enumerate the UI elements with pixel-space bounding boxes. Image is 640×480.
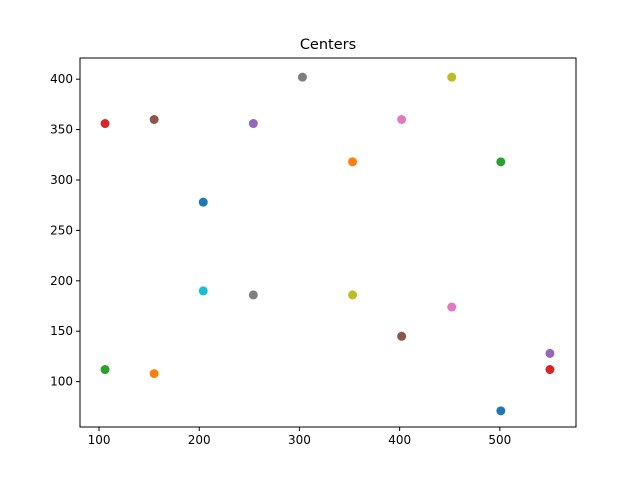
data-point xyxy=(397,331,407,341)
data-point xyxy=(348,157,358,167)
y-tick-label: 250 xyxy=(50,223,73,237)
data-point xyxy=(198,286,208,296)
y-tick-label: 400 xyxy=(50,72,73,86)
data-point xyxy=(100,119,110,129)
y-tick-label: 200 xyxy=(50,274,73,288)
data-point xyxy=(496,406,506,416)
data-point xyxy=(297,72,307,82)
x-tick-label: 400 xyxy=(388,433,411,447)
y-tick-label: 300 xyxy=(50,173,73,187)
data-point xyxy=(248,119,258,129)
data-points xyxy=(100,72,555,416)
data-point xyxy=(447,72,457,82)
data-point xyxy=(149,369,159,379)
data-point xyxy=(447,302,457,312)
data-point xyxy=(348,290,358,300)
data-point xyxy=(149,115,159,124)
chart-title: Centers xyxy=(300,37,356,53)
x-axis-ticks: 100 200 300 400 500 xyxy=(88,427,511,447)
x-tick-label: 200 xyxy=(188,433,211,447)
data-point xyxy=(545,348,555,358)
data-point xyxy=(397,115,407,124)
x-tick-label: 100 xyxy=(88,433,111,447)
data-point xyxy=(248,290,258,300)
plot-frame xyxy=(79,57,577,428)
y-tick-label: 350 xyxy=(50,123,73,137)
x-tick-label: 500 xyxy=(488,433,511,447)
data-point xyxy=(496,157,506,167)
y-axis-ticks: 100 150 200 250 300 350 400 xyxy=(50,72,80,389)
data-point xyxy=(545,365,555,375)
data-point xyxy=(198,197,208,207)
y-tick-label: 150 xyxy=(50,324,73,338)
data-point xyxy=(100,365,110,375)
y-tick-label: 100 xyxy=(50,375,73,389)
x-tick-label: 300 xyxy=(288,433,311,447)
